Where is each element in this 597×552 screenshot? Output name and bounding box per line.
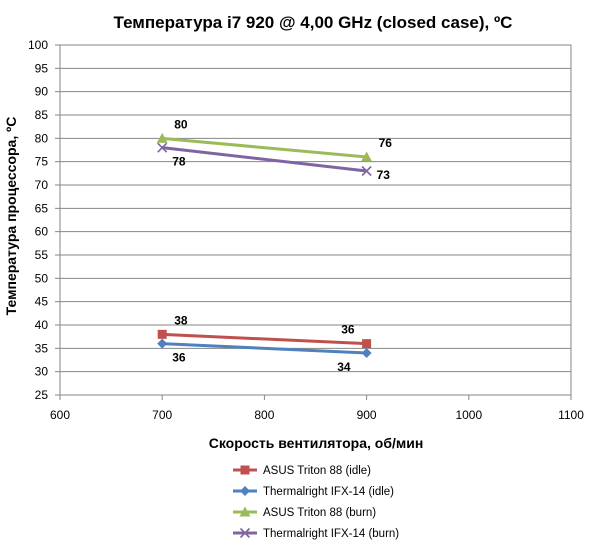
- series-line: [162, 342, 367, 355]
- x-axis-ticks: 600 700 800 900 1000 1100: [50, 395, 584, 422]
- legend-item: ASUS Triton 88 (burn): [233, 506, 376, 519]
- legend-label: ASUS Triton 88 (burn): [263, 507, 376, 519]
- legend-item: Thermalright IFX-14 (idle): [233, 486, 394, 498]
- series-1: 38 36: [157, 313, 372, 349]
- plot-border: [59, 44, 572, 396]
- series-line: [162, 136, 367, 159]
- legend-marker: [239, 527, 251, 539]
- y-tick-label: 25: [35, 388, 49, 402]
- data-label: 36: [172, 351, 186, 365]
- data-point: [157, 142, 168, 153]
- y-tick-label: 55: [35, 248, 49, 262]
- y-tick-label: 75: [35, 155, 49, 169]
- y-tick-label: 95: [35, 61, 49, 75]
- legend: ASUS Triton 88 (idle) Thermalright IFX-14…: [233, 465, 399, 540]
- data-label: 80: [174, 117, 188, 131]
- data-label: 36: [341, 323, 355, 337]
- series-4: 78 73: [157, 142, 391, 182]
- y-axis-title: Температура процессора, ºC: [3, 117, 19, 316]
- y-tick-label: 65: [35, 201, 49, 215]
- data-point: [157, 338, 168, 349]
- series-line: [162, 332, 367, 346]
- data-point: [361, 151, 373, 162]
- y-tick-label: 80: [35, 131, 49, 145]
- legend-marker: [240, 465, 250, 475]
- data-point: [156, 132, 168, 143]
- data-point: [361, 348, 372, 358]
- legend-item: Thermalright IFX-14 (burn): [233, 527, 399, 540]
- data-label: 76: [379, 136, 393, 150]
- x-tick-label: 1100: [558, 408, 584, 422]
- legend-label: Thermalright IFX-14 (burn): [263, 528, 399, 540]
- gridlines: [60, 67, 571, 373]
- x-tick-label: 700: [152, 408, 172, 422]
- y-tick-label: 90: [35, 85, 49, 99]
- x-tick-label: 1000: [455, 408, 482, 422]
- chart-title: Температура i7 920 @ 4,00 GHz (closed ca…: [114, 13, 513, 32]
- y-tick-label: 60: [35, 225, 49, 239]
- y-tick-label: 50: [35, 271, 49, 285]
- legend-marker: [239, 506, 251, 517]
- y-tick-label: 85: [35, 108, 49, 122]
- data-label: 38: [174, 313, 188, 327]
- plot-area: [59, 44, 572, 396]
- y-tick-label: 70: [35, 178, 49, 192]
- series-3: 80 76: [156, 117, 393, 162]
- series-line: [162, 146, 367, 173]
- data-point: [157, 329, 167, 339]
- data-point: [362, 339, 372, 349]
- data-point: [361, 165, 372, 177]
- x-tick-label: 800: [254, 408, 274, 422]
- data-label: 34: [337, 360, 351, 374]
- y-tick-label: 45: [35, 295, 49, 309]
- x-axis-title: Скорость вентилятора, об/мин: [209, 435, 424, 451]
- y-axis-ticks: 25 30 35 40 45 50 55 60 65 70 75 80 85 90 95 100: [28, 38, 60, 402]
- y-tick-label: 40: [35, 318, 49, 332]
- data-label: 73: [377, 168, 391, 182]
- y-tick-label: 100: [28, 38, 48, 52]
- y-tick-label: 30: [35, 365, 49, 379]
- legend-item: ASUS Triton 88 (idle): [233, 465, 371, 477]
- legend-label: ASUS Triton 88 (idle): [263, 465, 371, 477]
- x-tick-label: 900: [357, 408, 377, 422]
- legend-label: Thermalright IFX-14 (idle): [263, 486, 394, 498]
- data-label: 78: [172, 155, 186, 169]
- legend-marker: [240, 486, 250, 496]
- series-2: 36 34: [157, 338, 372, 374]
- series-group: 38 36 36 34 80 76 78 73: [156, 117, 393, 374]
- y-tick-label: 35: [35, 341, 49, 355]
- x-tick-label: 600: [50, 408, 70, 422]
